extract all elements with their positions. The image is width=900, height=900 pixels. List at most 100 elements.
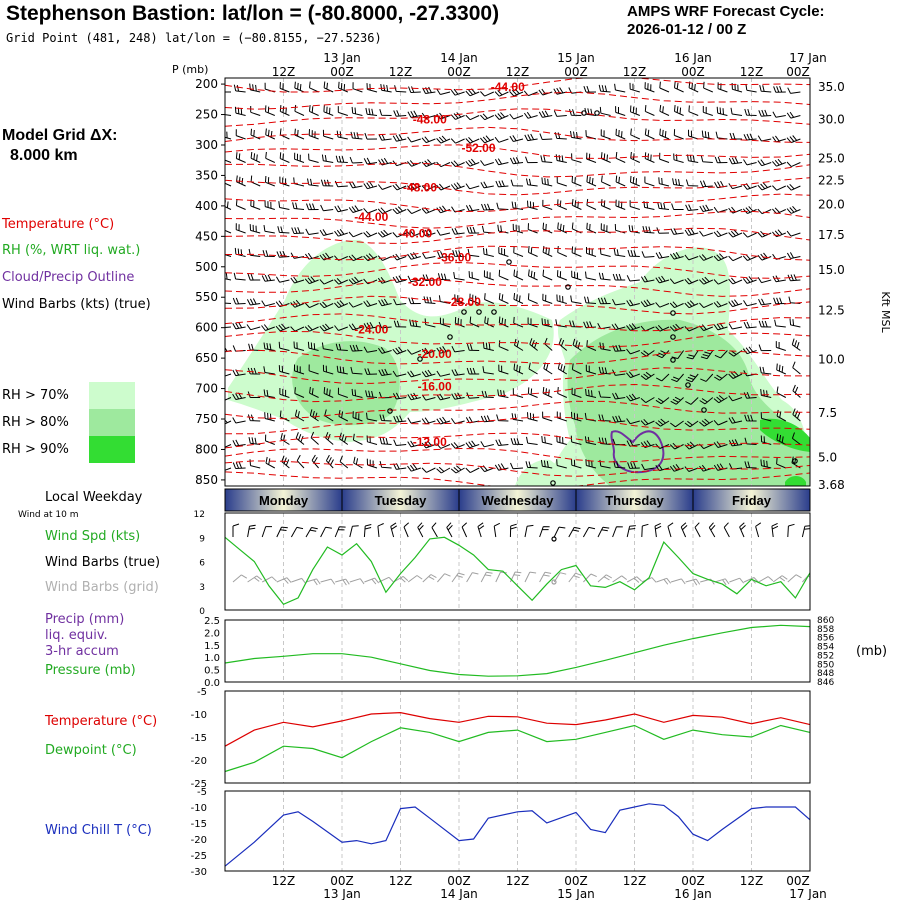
wind-barb bbox=[351, 388, 363, 398]
wind-barb bbox=[436, 229, 451, 236]
wind-barb bbox=[776, 386, 787, 398]
wind-barb bbox=[319, 252, 334, 261]
wind-barb bbox=[365, 390, 378, 398]
wind-barb bbox=[235, 223, 246, 234]
wind-barb bbox=[304, 276, 319, 285]
liq-equiv-label: liq. equiv. bbox=[45, 628, 108, 643]
wind-barb bbox=[684, 420, 699, 428]
wind-speed-tick: 9 bbox=[199, 534, 205, 544]
wind-barb bbox=[586, 198, 597, 210]
wind-barb bbox=[571, 270, 582, 281]
wind-barb-true bbox=[417, 522, 424, 538]
wind-barb bbox=[523, 111, 538, 119]
wind-barb bbox=[407, 392, 421, 401]
pressure-panel: 0.00.5 1.01.5 2.02.5 846848850852854856858… bbox=[204, 616, 834, 689]
wind-barb bbox=[235, 199, 246, 210]
wind-barb bbox=[275, 323, 290, 332]
wind-barb bbox=[640, 275, 655, 283]
temperature-contour-label: -48.00 bbox=[403, 181, 437, 195]
wind-barb bbox=[672, 178, 684, 187]
wind-10m-label: Wind at 10 m bbox=[18, 510, 79, 520]
wind-barb bbox=[715, 131, 728, 140]
wind-barb bbox=[225, 159, 232, 163]
wind-barb bbox=[436, 443, 451, 449]
wind-barb bbox=[775, 341, 786, 351]
wind-barb bbox=[309, 409, 319, 422]
wind-barb bbox=[772, 111, 786, 118]
height-tick-label: 12.5 bbox=[818, 304, 845, 318]
top-hour-label: 12Z bbox=[740, 65, 764, 79]
top-hour-label: 00Z bbox=[330, 65, 354, 79]
wind-barb bbox=[261, 274, 275, 282]
wind-barb bbox=[495, 180, 509, 188]
wind-barb-true bbox=[363, 524, 372, 538]
wind-barb bbox=[774, 319, 786, 328]
wind-barb bbox=[421, 417, 436, 425]
rh90-region-south bbox=[785, 476, 806, 486]
wind-barb bbox=[772, 229, 786, 238]
wind-barb bbox=[291, 227, 305, 234]
bottom-hour-label: 12Z bbox=[389, 874, 413, 888]
bottom-hour-label: 00Z bbox=[564, 874, 588, 888]
wind-barb bbox=[264, 200, 275, 210]
wind-barb bbox=[392, 183, 407, 191]
calm-marker-grid bbox=[551, 579, 557, 585]
wind-barb bbox=[758, 344, 772, 352]
wind-barb bbox=[321, 154, 334, 163]
wind-barb bbox=[773, 297, 786, 305]
wind-barb bbox=[324, 409, 334, 422]
wind-barb bbox=[685, 373, 699, 383]
wind-barb bbox=[323, 387, 334, 398]
wind-barb bbox=[612, 298, 626, 306]
wind-barb bbox=[279, 176, 290, 187]
temperature-contour-label: -40.00 bbox=[398, 226, 432, 240]
wind-barb bbox=[557, 387, 568, 398]
wind-barb-grid bbox=[539, 571, 552, 583]
wind-barb bbox=[626, 371, 640, 379]
wind-barb-grid bbox=[261, 576, 277, 583]
wind-barb bbox=[772, 185, 787, 191]
wind-barb bbox=[583, 85, 597, 93]
wind-barb bbox=[334, 228, 348, 237]
wind-barb bbox=[265, 128, 276, 140]
height-tick-label: 15.0 bbox=[818, 263, 845, 277]
wind-barb bbox=[496, 202, 509, 210]
wind-barb bbox=[422, 86, 436, 94]
wind-barb bbox=[296, 454, 305, 469]
cloud-marker bbox=[461, 309, 467, 315]
temperature-contour bbox=[225, 177, 810, 196]
windchill-tick: -20 bbox=[191, 835, 207, 846]
temperature-contour bbox=[225, 330, 810, 348]
rh80-label: RH > 80% bbox=[2, 415, 69, 430]
wind-barb bbox=[599, 342, 611, 351]
temperature-contour bbox=[225, 460, 810, 477]
wind-barb-true bbox=[708, 522, 716, 538]
wind-barb bbox=[452, 250, 465, 257]
wind-barb bbox=[450, 442, 465, 449]
wind-barb bbox=[263, 389, 275, 398]
wind-barb bbox=[225, 467, 232, 471]
wind-speed-tick: 0 bbox=[199, 607, 205, 617]
wind-barb bbox=[494, 136, 509, 143]
wind-barb bbox=[450, 182, 465, 190]
wind-barb bbox=[436, 466, 451, 474]
temperature-label: Temperature (°C) bbox=[45, 714, 158, 729]
wind-barb bbox=[265, 456, 276, 469]
wind-barbs-grid bbox=[232, 571, 810, 586]
bottom-date-label: 16 Jan bbox=[674, 887, 712, 900]
wind-barb bbox=[496, 414, 509, 422]
wind-barb bbox=[279, 82, 290, 93]
wind-barb bbox=[659, 152, 670, 163]
wind-barb bbox=[556, 459, 567, 469]
wind-barb bbox=[570, 295, 582, 304]
wind-barb bbox=[612, 344, 626, 352]
wind-barb bbox=[599, 106, 611, 116]
wind-barb bbox=[483, 247, 494, 257]
wind-barb bbox=[612, 273, 626, 281]
precip-label: Precip (mm) bbox=[45, 612, 125, 627]
temperature-contour bbox=[225, 471, 810, 486]
wind-barb bbox=[481, 203, 494, 211]
wind-barb bbox=[320, 204, 334, 212]
wind-barb bbox=[450, 465, 465, 474]
wind-barb bbox=[513, 316, 524, 328]
